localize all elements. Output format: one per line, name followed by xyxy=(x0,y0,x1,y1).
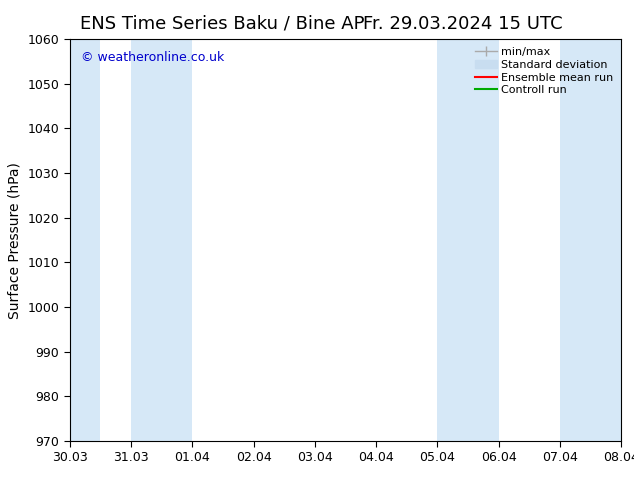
Bar xyxy=(70,39,100,441)
Text: © weatheronline.co.uk: © weatheronline.co.uk xyxy=(81,51,224,64)
Y-axis label: Surface Pressure (hPa): Surface Pressure (hPa) xyxy=(8,162,22,318)
Bar xyxy=(437,39,499,441)
Text: Fr. 29.03.2024 15 UTC: Fr. 29.03.2024 15 UTC xyxy=(363,15,562,33)
Bar xyxy=(560,39,621,441)
Legend: min/max, Standard deviation, Ensemble mean run, Controll run: min/max, Standard deviation, Ensemble me… xyxy=(472,45,616,98)
Text: ENS Time Series Baku / Bine AP: ENS Time Series Baku / Bine AP xyxy=(80,15,364,33)
Bar xyxy=(131,39,192,441)
